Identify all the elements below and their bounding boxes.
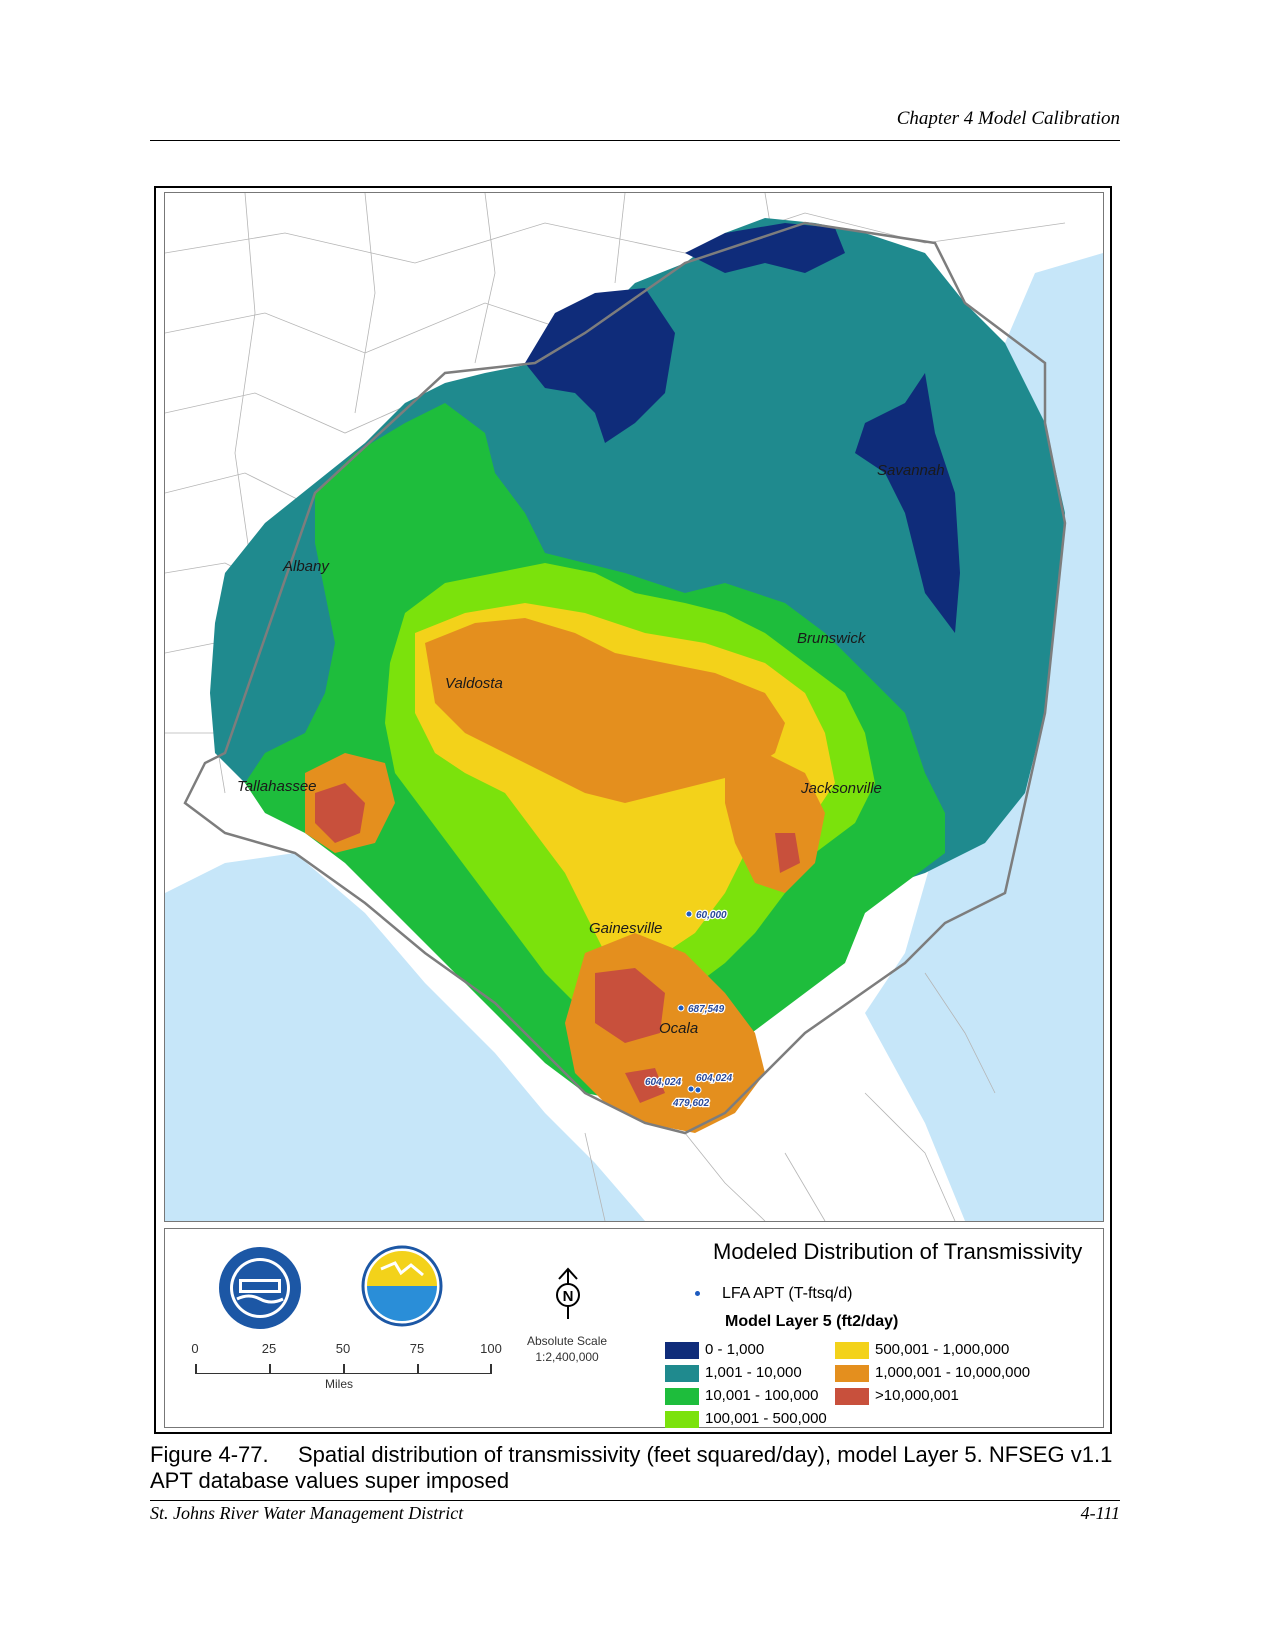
legend-class-label: 100,001 - 500,000 (705, 1410, 827, 1427)
class-gt-10000001-west (315, 783, 365, 843)
city-jacksonville: Jacksonville (800, 780, 882, 797)
apt-point-label: 604,024 (696, 1073, 733, 1084)
map-canvas: Albany Savannah Brunswick Valdosta Talla… (165, 193, 1103, 1221)
city-savannah: Savannah (877, 462, 945, 479)
legend-class: 100,001 - 500,000 (665, 1410, 827, 1430)
class-gt-10000001-east (775, 833, 800, 873)
absolute-scale-value: 1:2,400,000 (535, 1350, 599, 1364)
legend-class: 1,000,001 - 10,000,000 (835, 1364, 1030, 1384)
legend-swatch (835, 1364, 869, 1382)
city-albany: Albany (282, 558, 330, 575)
legend-class-label: 0 - 1,000 (705, 1341, 765, 1358)
scale-bar-labels: 0 25 50 75 100 (191, 1341, 513, 1361)
apt-point (685, 910, 693, 918)
class-1000001-10000000-east (725, 753, 825, 893)
legend-subtitle: Model Layer 5 (ft2/day) (725, 1313, 899, 1330)
legend-class: 0 - 1,000 (665, 1341, 764, 1361)
city-gainesville: Gainesville (589, 920, 662, 937)
gulf-of-mexico (165, 853, 645, 1221)
scale-tick-label: 0 (191, 1341, 199, 1356)
class-gt-10000001-south (595, 968, 665, 1043)
legend-swatch (835, 1387, 869, 1405)
page-footer: St. Johns River Water Management Distric… (150, 1500, 1120, 1524)
scale-unit: Miles (325, 1377, 354, 1391)
legend-class-label: 1,000,001 - 10,000,000 (875, 1364, 1031, 1381)
legend-apt-label: LFA APT (T-ftsq/d) (722, 1285, 853, 1302)
scale-tick-label: 75 (409, 1341, 425, 1356)
legend-class-label: 1,001 - 10,000 (705, 1364, 802, 1381)
legend-swatch (665, 1341, 699, 1359)
chapter-title: Chapter 4 Model Calibration (896, 108, 1120, 129)
legend-class: 500,001 - 1,000,000 (835, 1341, 1009, 1361)
city-ocala: Ocala (659, 1020, 698, 1037)
scale-tick-label: 100 (480, 1341, 502, 1356)
map-legend: N Absolute Scale 1:2,400,000 0 25 50 75 … (164, 1228, 1104, 1428)
transmissivity-map: Albany Savannah Brunswick Valdosta Talla… (164, 192, 1104, 1222)
legend-class-label: 10,001 - 100,000 (705, 1387, 819, 1404)
page-header: Chapter 4 Model Calibration (150, 106, 1120, 141)
legend-class: 10,001 - 100,000 (665, 1387, 818, 1407)
scale-bar (195, 1363, 492, 1374)
footer-organization: St. Johns River Water Management Distric… (150, 1503, 464, 1523)
class-gt-10000001-southeast (625, 1068, 665, 1103)
legend-class-label: >10,000,001 (875, 1387, 959, 1404)
apt-point-label: 479,602 (672, 1098, 710, 1109)
figure-frame: Albany Savannah Brunswick Valdosta Talla… (154, 186, 1112, 1434)
city-labels: Albany Savannah Brunswick Valdosta Talla… (237, 462, 945, 1037)
class-0-1000-savannah (855, 373, 960, 633)
legend-apt-item: LFA APT (T-ftsq/d) (695, 1285, 852, 1303)
absolute-scale: Absolute Scale 1:2,400,000 (527, 1333, 607, 1365)
legend-class: 1,001 - 10,000 (665, 1364, 802, 1384)
apt-points: 60,000 687,549 604,024 604,024 479,602 (644, 909, 734, 1111)
scale-tick-label: 25 (261, 1341, 277, 1356)
apt-point-label: 687,549 (688, 1004, 725, 1015)
city-valdosta: Valdosta (445, 675, 503, 692)
apt-dot-icon (695, 1291, 700, 1297)
page-number: 4-111 (1080, 1503, 1120, 1523)
class-0-1000-north (525, 288, 675, 443)
city-brunswick: Brunswick (797, 630, 867, 647)
model-boundary (183, 221, 1067, 1135)
figure-caption-text: Spatial distribution of transmissivity (… (150, 1442, 1113, 1493)
class-1000001-10000000-north (425, 618, 785, 803)
sjrwmd-logo (219, 1247, 301, 1329)
legend-swatch (665, 1364, 699, 1382)
legend-class: >10,000,001 (835, 1387, 959, 1407)
apt-point-label: 604,024 (645, 1077, 682, 1088)
north-letter: N (563, 1288, 574, 1305)
legend-title: Modeled Distribution of Transmissivity (713, 1239, 1083, 1264)
legend-class-label: 500,001 - 1,000,000 (875, 1341, 1010, 1358)
absolute-scale-label: Absolute Scale (527, 1334, 608, 1348)
legend-swatch (835, 1341, 869, 1359)
class-0-1000-northeast (685, 223, 845, 273)
legend-swatch (665, 1387, 699, 1405)
srwmd-logo (361, 1245, 443, 1327)
apt-point (694, 1086, 702, 1094)
scale-tick-label: 50 (335, 1341, 351, 1356)
apt-point (687, 1085, 695, 1093)
north-arrow-icon: N (556, 1267, 580, 1319)
legend-swatch (665, 1410, 699, 1428)
figure-caption: Figure 4-77. Spatial distribution of tran… (150, 1442, 1130, 1494)
apt-point (677, 1004, 685, 1012)
apt-point-label: 60,000 (696, 910, 727, 921)
figure-number: Figure 4-77. (150, 1442, 269, 1467)
city-tallahassee: Tallahassee (237, 778, 317, 795)
